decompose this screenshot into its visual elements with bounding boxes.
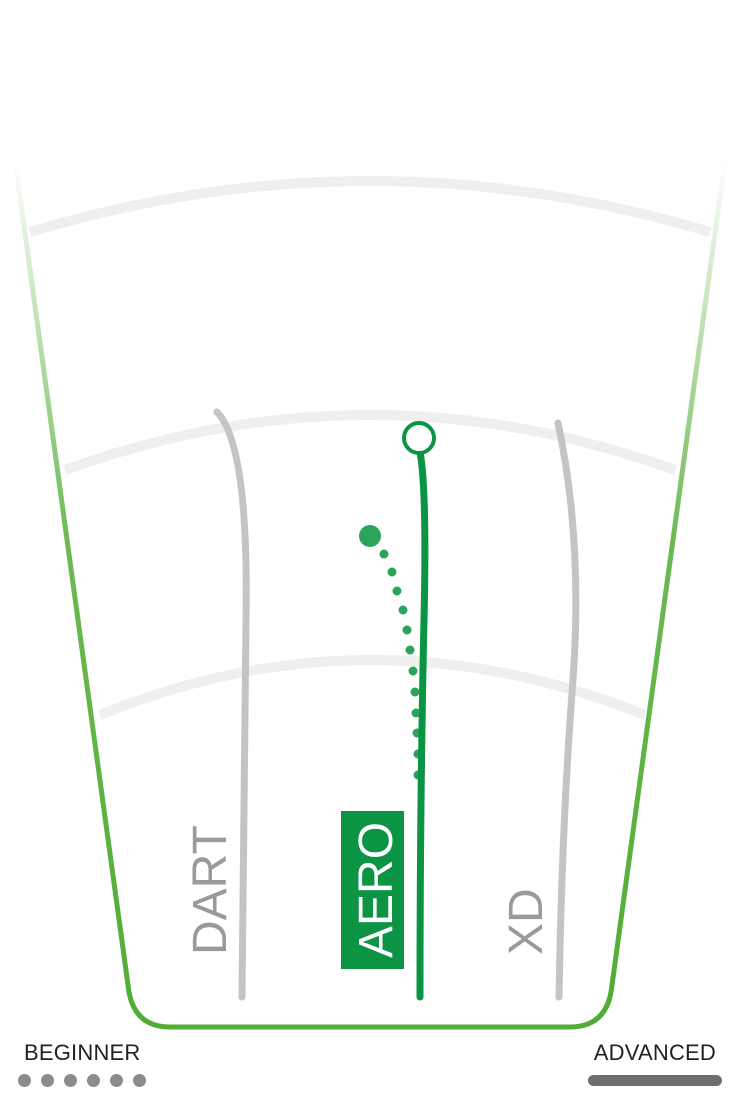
skill-dot [64,1074,77,1087]
xd-flight-path [554,419,580,1001]
wind-path-dot [411,708,421,718]
beginner-label: BEGINNER [24,1040,141,1065]
wind-path-dot [410,687,420,697]
skill-dot [87,1074,100,1087]
wind-path-dot [392,586,402,596]
xd-label[interactable]: XD [500,888,553,955]
advanced-skill-bar [588,1075,722,1086]
distance-arc-mid [63,410,677,475]
dart-flight-path [213,408,250,1001]
skill-dot [133,1074,146,1087]
wind-path-dot [398,605,408,615]
distance-arc-far [28,176,712,237]
skill-dot [41,1074,54,1087]
distance-arc-near [98,655,647,720]
field-outline [12,159,728,1030]
wind-path-dot [387,567,397,577]
aero-wind-path [359,525,423,780]
beginner-skill-dots [18,1074,146,1087]
aero-label[interactable]: AERO [350,822,403,958]
aero-label-background [341,811,404,969]
dart-label[interactable]: DART [184,825,237,955]
skill-dot [110,1074,123,1087]
advanced-label: ADVANCED [593,1040,716,1065]
wind-drift-endpoint [359,525,381,547]
wind-path-dot [402,625,412,635]
aero-landing-marker [402,421,436,455]
wind-path-dot [405,645,415,655]
wind-path-dot [379,549,389,559]
skill-dot [18,1074,31,1087]
aero-flight-path [416,448,429,1001]
wind-path-dot [408,666,418,676]
